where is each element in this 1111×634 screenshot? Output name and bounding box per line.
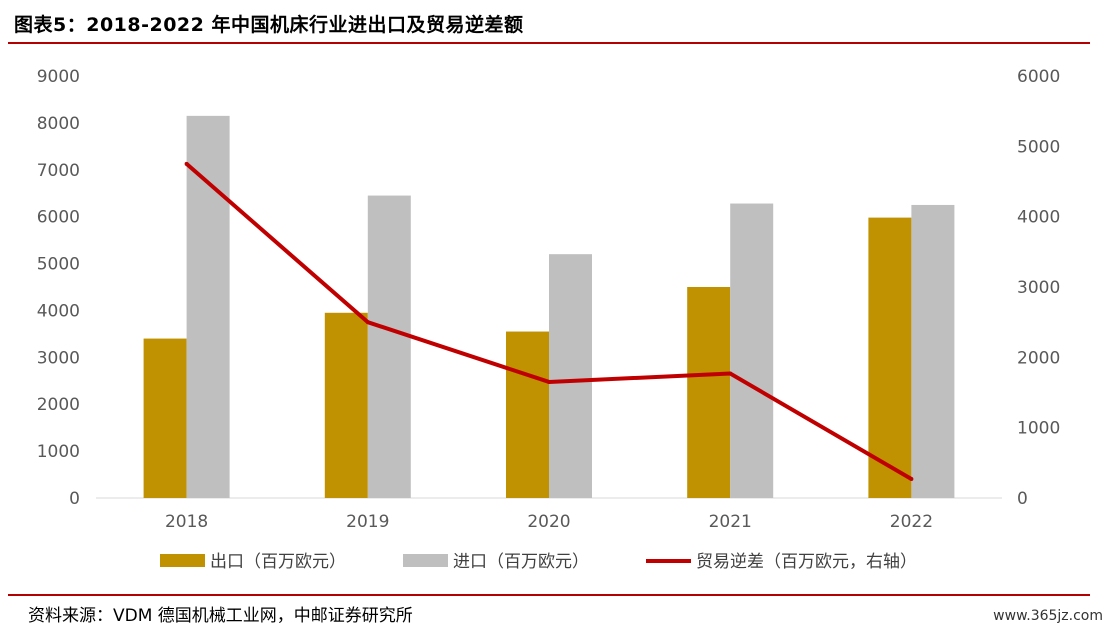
title-bar — [8, 8, 1090, 44]
deficit-line-series — [184, 161, 914, 482]
legend-label-import: 进口（百万欧元） — [453, 552, 589, 572]
export-bar — [687, 287, 731, 498]
x-tick-label: 2019 — [346, 512, 389, 532]
deficit-point — [547, 379, 551, 384]
legend-label-export: 出口（百万欧元） — [210, 552, 346, 572]
y-right-tick-label: 6000 — [1017, 67, 1060, 87]
export-bar — [324, 312, 368, 498]
deficit-point — [184, 161, 189, 166]
deficit-point — [909, 477, 914, 482]
y-right-tick-label: 2000 — [1017, 348, 1060, 368]
import-bar — [730, 203, 774, 498]
watermark: www.365jz.com — [993, 608, 1103, 624]
y-left-tick-label: 1000 — [37, 442, 80, 462]
y-right-tick-label: 4000 — [1017, 208, 1060, 228]
y-left-tick-label: 8000 — [37, 114, 80, 134]
x-tick-label: 2018 — [165, 512, 208, 532]
source-note: 资料来源：VDM 德国机械工业网，中邮证券研究所 — [28, 606, 413, 626]
left-axis: 0 1000 2000 3000 4000 5000 6000 7000 8000 9000 — [37, 67, 80, 509]
y-left-tick-label: 0 — [69, 489, 80, 509]
x-axis-labels: 2018 2019 2020 2021 2022 — [165, 512, 933, 532]
y-right-tick-label: 0 — [1017, 489, 1028, 509]
y-right-tick-label: 5000 — [1017, 137, 1060, 157]
y-left-tick-label: 7000 — [37, 161, 80, 181]
deficit-point — [365, 320, 370, 325]
right-axis: 0 1000 2000 3000 4000 5000 6000 — [1017, 67, 1060, 509]
import-bar — [367, 195, 411, 499]
y-left-tick-label: 9000 — [37, 67, 80, 87]
x-tick-label: 2022 — [890, 512, 933, 532]
export-bar — [868, 217, 912, 499]
bars — [143, 115, 955, 499]
y-left-tick-label: 6000 — [37, 208, 80, 228]
export-bar — [506, 331, 549, 498]
y-right-tick-label: 1000 — [1017, 419, 1060, 439]
export-bar — [143, 338, 187, 498]
import-bar — [911, 204, 955, 498]
legend-swatch-export — [160, 554, 205, 567]
y-left-tick-label: 3000 — [37, 348, 80, 368]
legend-label-deficit: 贸易逆差（百万欧元，右轴） — [696, 552, 917, 572]
legend: 出口（百万欧元） 进口（百万欧元） 贸易逆差（百万欧元，右轴） — [160, 552, 917, 572]
deficit-point — [728, 371, 733, 376]
y-right-tick-label: 3000 — [1017, 278, 1060, 298]
chart: 0 1000 2000 3000 4000 5000 6000 7000 8000 9000 0 1… — [37, 67, 1061, 572]
y-left-tick-label: 2000 — [37, 395, 80, 415]
legend-swatch-import — [403, 554, 448, 567]
x-tick-label: 2021 — [709, 512, 752, 532]
x-tick-label: 2020 — [527, 512, 570, 532]
y-left-tick-label: 4000 — [37, 301, 80, 321]
import-bar — [186, 115, 230, 498]
y-left-tick-label: 5000 — [37, 255, 80, 275]
import-bar — [549, 254, 592, 498]
chart-title: 图表5：2018-2022 年中国机床行业进出口及贸易逆差额 — [14, 14, 524, 36]
source-rule — [8, 594, 1090, 596]
